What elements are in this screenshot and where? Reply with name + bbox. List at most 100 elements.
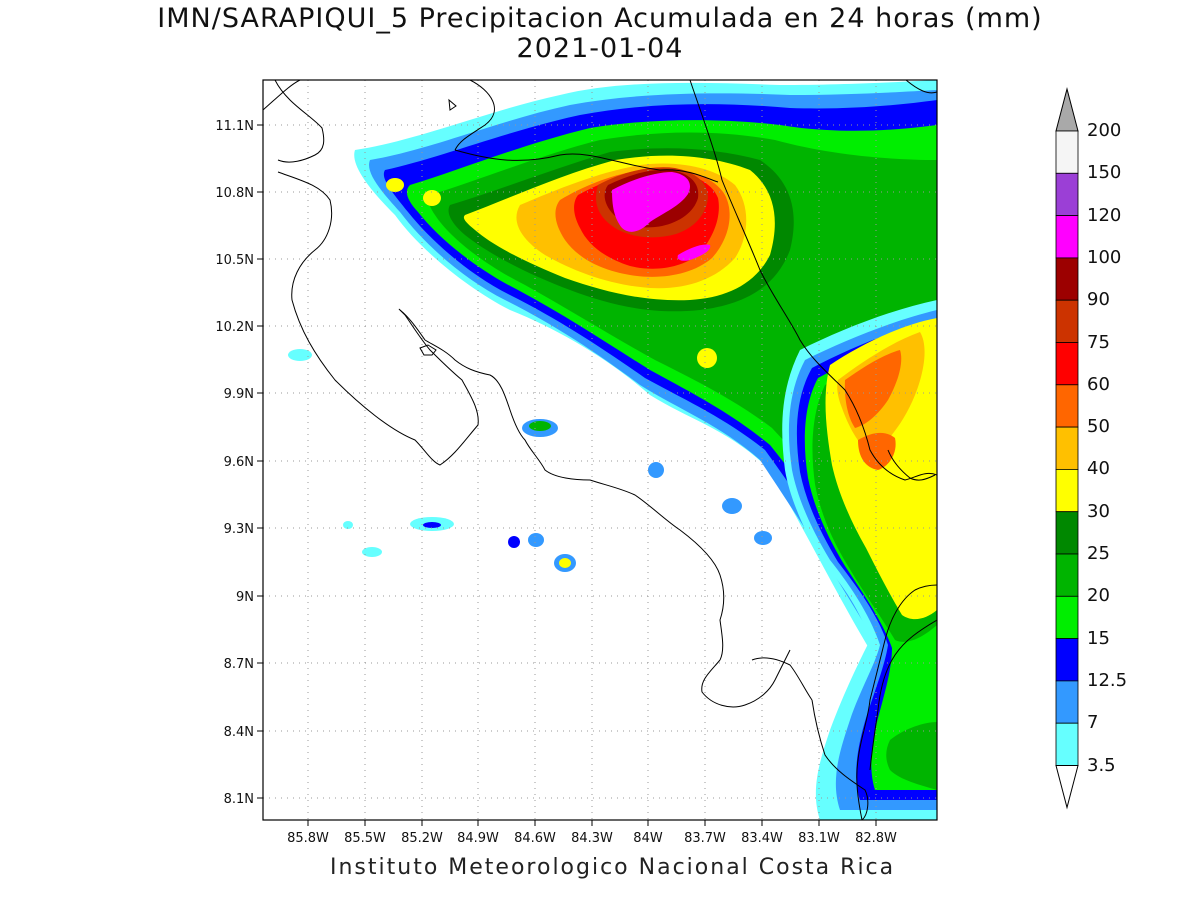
nicaragua-border <box>454 149 719 183</box>
colorbar-level-label: 7 <box>1087 712 1099 734</box>
cell-f <box>648 462 664 478</box>
colorbar-swatch <box>1055 172 1079 217</box>
lon-tick-label: 84.9W <box>457 831 499 846</box>
osa-peninsula <box>701 649 791 708</box>
nicaragua-pacific-coast <box>263 80 301 111</box>
colorbar-swatch <box>1055 468 1079 513</box>
colorbar-bottom-arrow <box>1055 765 1079 810</box>
colorbar-level-label: 90 <box>1087 289 1110 311</box>
lon-tick-label: 85.8W <box>287 831 329 846</box>
colorbar-level-label: 150 <box>1087 162 1122 184</box>
lon-tick-label: 85.2W <box>401 831 443 846</box>
lat-tick-label: 9.6N <box>224 455 254 470</box>
lat-tick-label: 8.4N <box>224 725 254 740</box>
nicoya-island <box>419 344 437 356</box>
plot-frame <box>262 79 938 821</box>
cell-a-core <box>529 421 551 431</box>
lon-tick-label: 83.7W <box>684 831 726 846</box>
lon-tick-label: 83.4W <box>741 831 783 846</box>
cell-l <box>697 348 717 368</box>
colorbar-swatch <box>1055 722 1079 766</box>
colorbar-level-label: 30 <box>1087 500 1110 522</box>
colorbar-level-label: 50 <box>1087 416 1110 438</box>
map-date: 2021-01-04 <box>516 33 684 64</box>
cell-c-core <box>423 522 441 528</box>
cell-n <box>386 178 404 192</box>
cell-h <box>754 531 772 545</box>
colorbar-level-label: 40 <box>1087 458 1110 480</box>
colorbar-swatch <box>1055 595 1079 639</box>
colorbar-swatch <box>1055 342 1079 386</box>
lat-tick-label: 10.8N <box>215 186 254 201</box>
lake-shore <box>448 98 457 111</box>
colorbar-swatch <box>1055 638 1079 682</box>
lat-tick-label: 9N <box>236 590 254 605</box>
colorbar-swatch <box>1055 130 1079 174</box>
lon-tick-label: 82.8W <box>855 831 897 846</box>
colorbar <box>1055 87 1079 810</box>
lon-tick-label: 85.5W <box>344 831 386 846</box>
colorbar-level-label: 75 <box>1087 331 1110 353</box>
gulf-of-nicoya <box>399 309 725 661</box>
colorbar-swatch <box>1055 426 1079 470</box>
panama-border <box>689 80 937 481</box>
colorbar-swatch <box>1055 680 1079 724</box>
longitude-axis: 85.8W 85.5W 85.2W 84.9W 84.6W 84.3W 84W 83.7W 83… <box>287 820 897 846</box>
colorbar-swatch <box>1055 384 1079 428</box>
colorbar-level-label: 200 <box>1087 120 1122 141</box>
cell-k <box>343 521 353 529</box>
colorbar-swatch <box>1055 553 1079 597</box>
latitude-axis: 11.1N 10.8N 10.5N 10.2N 9.9N 9.6N 9.3N 9N 8.7N 8.… <box>215 119 263 807</box>
coastline <box>263 80 937 820</box>
panama-border-south <box>856 584 937 820</box>
colorbar-level-label: 25 <box>1087 543 1110 564</box>
lon-tick-label: 83.1W <box>798 831 840 846</box>
rain-band-north-c100 <box>612 172 691 232</box>
panama-inner-border <box>887 449 936 481</box>
cell-e <box>508 536 520 548</box>
lat-tick-label: 9.3N <box>224 522 254 537</box>
colorbar-swatch <box>1055 215 1079 259</box>
lat-tick-label: 10.2N <box>215 320 254 335</box>
graticule <box>263 80 937 820</box>
colorbar-swatch <box>1055 257 1079 301</box>
lat-tick-label: 10.5N <box>215 253 254 268</box>
colorbar-level-label: 60 <box>1087 373 1110 395</box>
lon-tick-label: 84.3W <box>571 831 613 846</box>
colorbar-level-label: 15 <box>1087 627 1110 649</box>
nicaragua-caribbean-coast <box>454 80 495 151</box>
cell-m <box>423 190 441 206</box>
colorbar-level-label: 3.5 <box>1087 754 1116 776</box>
lat-tick-label: 9.9N <box>224 387 254 402</box>
colorbar-level-label: 12.5 <box>1087 669 1128 691</box>
cell-i <box>288 349 312 361</box>
colorbar-level-label: 20 <box>1087 585 1110 607</box>
colorbar-level-label: 100 <box>1087 246 1122 268</box>
cell-d <box>528 533 544 547</box>
lon-tick-label: 84W <box>633 831 663 846</box>
cell-j <box>362 547 382 557</box>
rain-band-south-c50 <box>844 350 902 428</box>
cell-b-core <box>559 558 571 568</box>
burica-coast <box>811 699 869 820</box>
golfo-dulce <box>751 657 813 701</box>
colorbar-level-label: 120 <box>1087 204 1122 226</box>
precipitation-field <box>288 80 937 820</box>
caribbean-coast-panama <box>869 619 937 771</box>
colorbar-swatch <box>1055 511 1079 555</box>
lat-tick-label: 8.7N <box>224 657 254 672</box>
coast-segment-small <box>905 80 937 94</box>
colorbar-top-arrow <box>1055 87 1079 132</box>
footer-credit: Instituto Meteorologico Nacional Costa R… <box>330 855 896 880</box>
lon-tick-label: 84.6W <box>514 831 556 846</box>
guanacaste-coast <box>274 80 325 163</box>
map-title: IMN/SARAPIQUI_5 Precipitacion Acumulada … <box>157 3 1043 34</box>
rain-pocket-southeast <box>886 722 937 790</box>
lat-tick-label: 8.1N <box>224 792 254 807</box>
nicoya-peninsula <box>277 171 479 466</box>
lat-tick-label: 11.1N <box>215 119 254 134</box>
colorbar-swatch <box>1055 299 1079 343</box>
cell-g <box>722 498 742 514</box>
rain-band-north-c120-secondary <box>677 244 711 261</box>
